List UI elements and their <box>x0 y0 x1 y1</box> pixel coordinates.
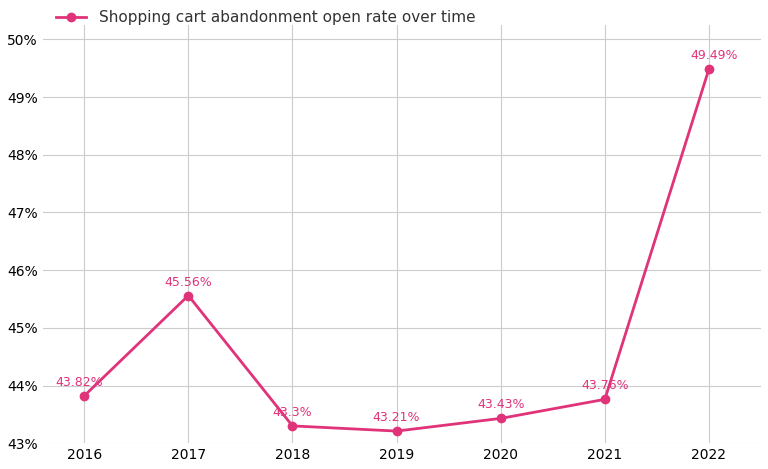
Shopping cart abandonment open rate over time <box>392 428 401 434</box>
Shopping cart abandonment open rate over time <box>288 423 297 429</box>
Text: 45.56%: 45.56% <box>164 276 212 288</box>
Text: 43.3%: 43.3% <box>273 406 313 419</box>
Text: 43.82%: 43.82% <box>55 376 103 389</box>
Line: Shopping cart abandonment open rate over time: Shopping cart abandonment open rate over… <box>80 65 713 435</box>
Shopping cart abandonment open rate over time <box>496 416 505 421</box>
Shopping cart abandonment open rate over time <box>184 293 193 298</box>
Shopping cart abandonment open rate over time <box>601 397 610 402</box>
Shopping cart abandonment open rate over time <box>80 393 89 399</box>
Text: 43.76%: 43.76% <box>581 379 629 393</box>
Text: 43.21%: 43.21% <box>372 411 420 424</box>
Text: 49.49%: 49.49% <box>690 49 738 62</box>
Legend: Shopping cart abandonment open rate over time: Shopping cart abandonment open rate over… <box>50 4 482 31</box>
Shopping cart abandonment open rate over time <box>704 66 713 72</box>
Text: 43.43%: 43.43% <box>477 399 525 411</box>
